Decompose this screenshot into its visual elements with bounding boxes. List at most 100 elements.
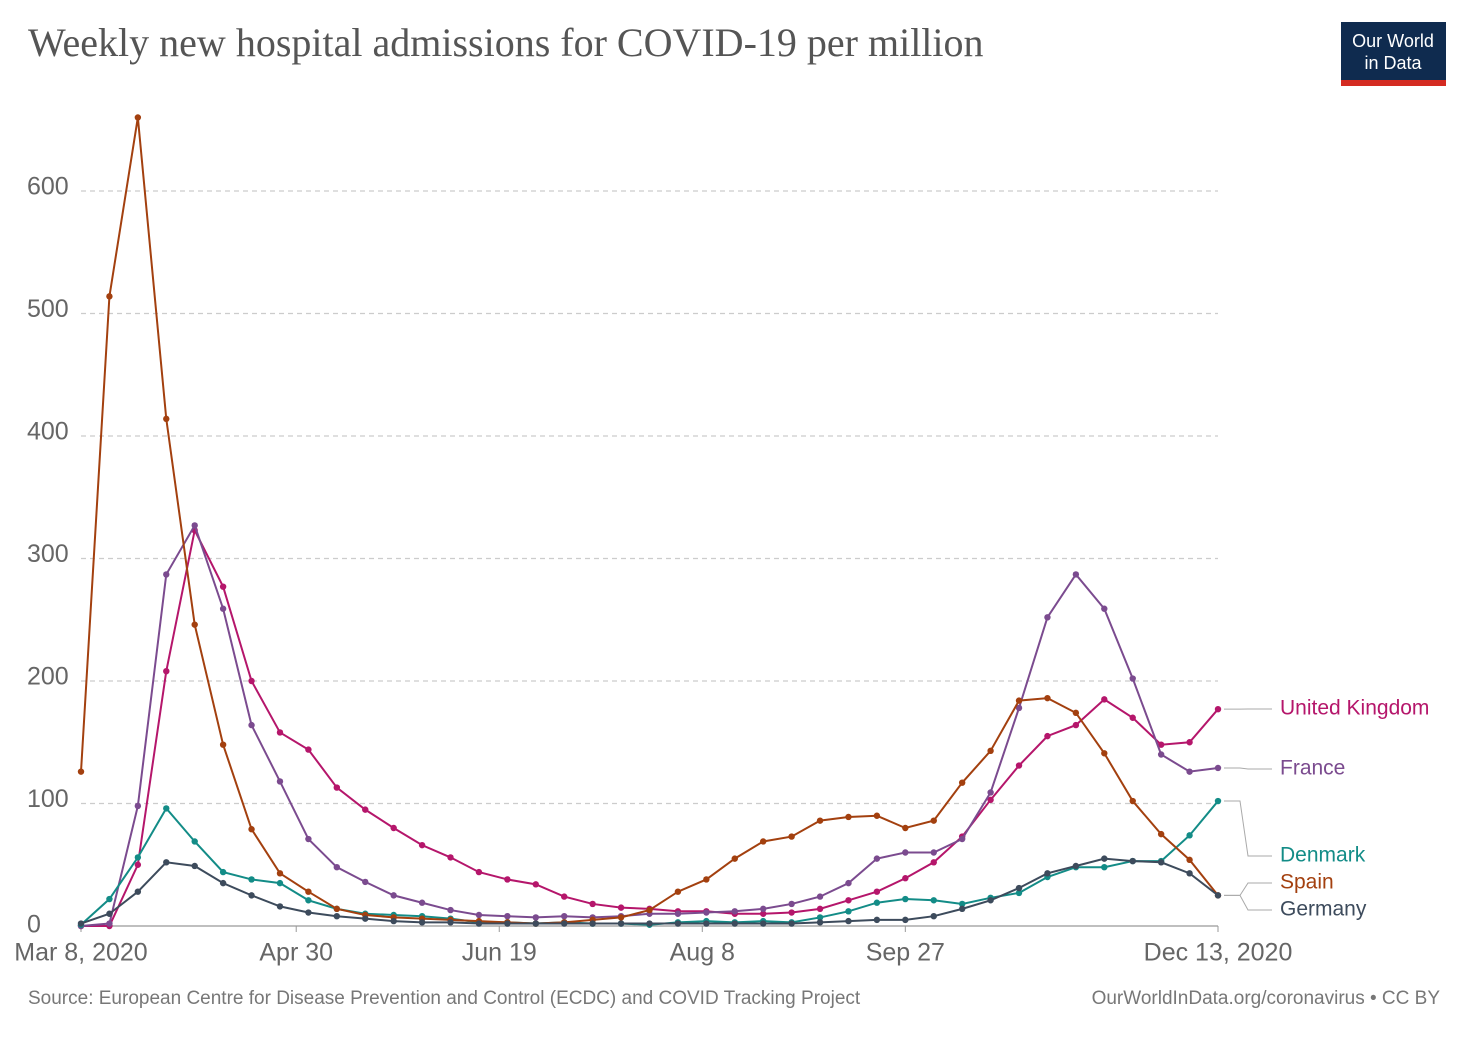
data-point bbox=[305, 835, 312, 843]
data-point bbox=[106, 293, 113, 300]
logo-box bbox=[1341, 22, 1446, 80]
data-point bbox=[191, 522, 198, 529]
data-point bbox=[532, 881, 539, 888]
series-label: Denmark bbox=[1280, 844, 1366, 867]
data-point bbox=[646, 920, 653, 927]
y-tick-label: 200 bbox=[27, 663, 69, 691]
data-point bbox=[333, 864, 341, 871]
data-point bbox=[1101, 855, 1108, 862]
data-point bbox=[163, 571, 170, 578]
data-point bbox=[674, 888, 682, 895]
data-point bbox=[447, 854, 454, 861]
data-point bbox=[788, 833, 795, 840]
data-point bbox=[475, 911, 483, 919]
data-point bbox=[987, 747, 994, 755]
data-point bbox=[1015, 884, 1023, 892]
data-point bbox=[589, 900, 596, 908]
data-point bbox=[788, 900, 795, 908]
data-point bbox=[106, 910, 113, 917]
data-point bbox=[305, 888, 312, 895]
data-point bbox=[958, 779, 966, 786]
series-label: United Kingdom bbox=[1280, 697, 1429, 720]
data-point bbox=[77, 920, 85, 927]
series bbox=[77, 114, 1222, 927]
data-point bbox=[1129, 797, 1136, 805]
data-point bbox=[1186, 768, 1193, 775]
data-point bbox=[703, 909, 710, 916]
data-point bbox=[760, 905, 767, 913]
series-label: Germany bbox=[1280, 898, 1367, 921]
data-point bbox=[788, 909, 795, 916]
credit-note: OurWorldInData.org/coronavirus • CC BY bbox=[1092, 988, 1441, 1009]
y-tick-label: 300 bbox=[27, 540, 69, 568]
data-point bbox=[958, 835, 966, 843]
data-point bbox=[1015, 762, 1023, 769]
data-point bbox=[1129, 675, 1136, 682]
data-point bbox=[1044, 694, 1051, 702]
data-point bbox=[845, 813, 852, 821]
data-point bbox=[1015, 697, 1023, 704]
data-point bbox=[1072, 709, 1080, 717]
series-label: France bbox=[1280, 757, 1345, 780]
data-point bbox=[1157, 830, 1165, 838]
series bbox=[77, 855, 1222, 927]
data-point bbox=[504, 920, 511, 927]
label-connector bbox=[1224, 894, 1272, 911]
data-point bbox=[418, 899, 426, 906]
data-point bbox=[219, 868, 227, 876]
data-point bbox=[276, 729, 284, 736]
series-label: Spain bbox=[1280, 871, 1334, 894]
data-point bbox=[1214, 764, 1222, 772]
data-point bbox=[1186, 870, 1193, 877]
data-point bbox=[902, 895, 909, 903]
data-point bbox=[1157, 859, 1165, 866]
y-tick-label: 500 bbox=[27, 295, 69, 323]
data-point bbox=[1072, 862, 1080, 870]
data-point bbox=[930, 849, 937, 856]
data-point bbox=[333, 905, 341, 913]
data-point bbox=[646, 906, 653, 914]
data-point bbox=[617, 920, 625, 927]
data-point bbox=[674, 920, 682, 927]
data-point bbox=[1044, 614, 1051, 621]
data-point bbox=[248, 892, 255, 899]
data-point bbox=[1044, 870, 1051, 877]
data-point bbox=[873, 899, 881, 906]
data-point bbox=[617, 914, 625, 921]
data-point bbox=[930, 897, 937, 904]
data-point bbox=[1101, 750, 1108, 757]
series bbox=[77, 522, 1222, 930]
data-point bbox=[532, 920, 539, 927]
data-point bbox=[731, 920, 738, 927]
data-point bbox=[760, 920, 767, 927]
data-point bbox=[532, 914, 539, 921]
data-point bbox=[1101, 605, 1108, 612]
data-point bbox=[106, 920, 113, 927]
data-point bbox=[248, 876, 255, 883]
data-point bbox=[333, 913, 341, 920]
data-point bbox=[305, 909, 312, 916]
data-point bbox=[276, 778, 284, 785]
data-point bbox=[816, 919, 824, 926]
data-point bbox=[731, 908, 738, 915]
data-point bbox=[219, 879, 227, 887]
data-point bbox=[134, 861, 142, 868]
data-point bbox=[731, 855, 738, 862]
data-point bbox=[134, 888, 142, 895]
data-point bbox=[816, 914, 824, 921]
data-point bbox=[134, 802, 142, 810]
data-point bbox=[390, 917, 397, 925]
data-point bbox=[561, 920, 568, 927]
data-point bbox=[845, 917, 852, 925]
data-point bbox=[902, 824, 909, 832]
label-connector bbox=[1224, 767, 1272, 770]
data-point bbox=[561, 893, 568, 900]
logo: Our World in Data bbox=[1341, 22, 1446, 86]
data-point bbox=[390, 892, 397, 899]
series bbox=[77, 527, 1222, 930]
data-point bbox=[760, 838, 767, 845]
data-point bbox=[447, 906, 454, 914]
data-point bbox=[362, 915, 369, 922]
data-point bbox=[163, 668, 170, 675]
data-point bbox=[902, 916, 909, 924]
